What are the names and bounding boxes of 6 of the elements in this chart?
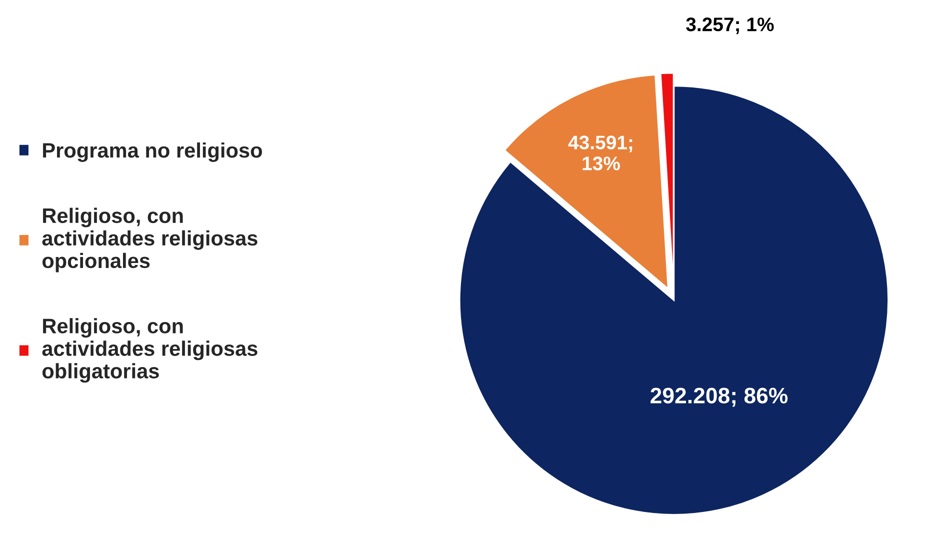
- data-label: 3.257; 1%: [686, 18, 774, 34]
- data-label: 292.208; 86%: [650, 388, 788, 407]
- legend-label: Programa no religioso: [43, 142, 262, 162]
- legend-label: Religioso, con actividades religiosas obligatorias: [42, 318, 258, 383]
- data-label: 43.591; 13%: [568, 136, 632, 170]
- legend-label: Religioso, con actividades religiosas opcionales: [42, 208, 258, 272]
